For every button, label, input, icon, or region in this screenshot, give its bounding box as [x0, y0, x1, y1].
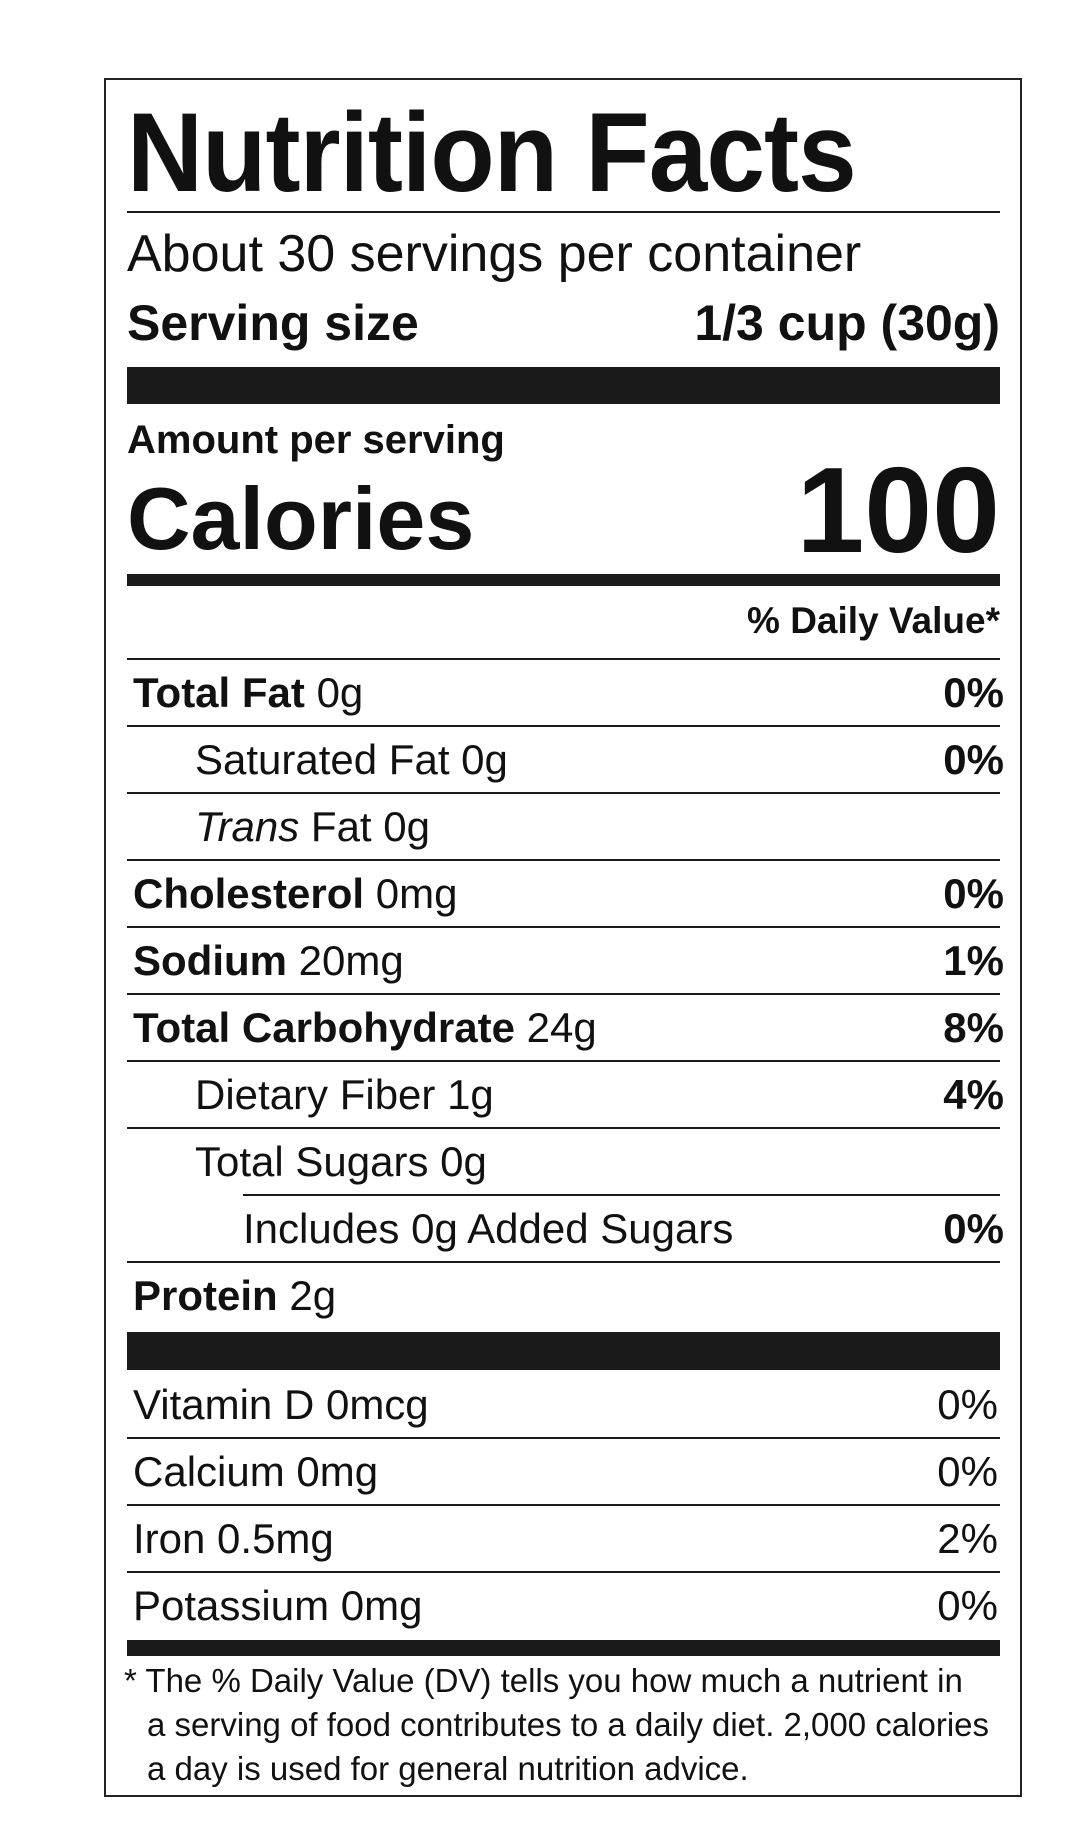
serving-size-value: 1/3 cup (30g)	[694, 295, 1000, 351]
nutrient-row: Protein 2g	[0, 1263, 1084, 1329]
nutrient-label: Cholesterol	[133, 870, 365, 917]
row-divider	[127, 658, 1000, 660]
medium-divider	[127, 574, 1000, 586]
nutrient-row: Sodium 20mg 1%	[0, 928, 1084, 994]
nutrient-label: Sodium	[133, 937, 287, 984]
nutrient-row: Includes 0g Added Sugars 0%	[0, 1196, 1084, 1262]
nutrient-amount: 20mg	[298, 937, 404, 984]
nutrient-amount: 0g	[316, 669, 364, 716]
serving-size-label: Serving size	[127, 295, 419, 351]
calories-value: 100	[796, 442, 1000, 578]
vitamin-row: Calcium 0mg 0%	[0, 1439, 1084, 1505]
nutrient-amount: 0g	[440, 1138, 487, 1185]
nutrient-daily-value: 0%	[943, 736, 1004, 783]
vitamin-row: Potassium 0mg 0%	[0, 1573, 1084, 1639]
nutrient-label: Total Fat	[133, 669, 305, 716]
label-title: Nutrition Facts	[127, 90, 857, 215]
vitamin-daily-value: 0%	[937, 1448, 998, 1495]
nutrient-row: Total Sugars 0g	[0, 1129, 1084, 1195]
vitamin-row: Iron 0.5mg 2%	[0, 1506, 1084, 1572]
vitamin-name: Potassium 0mg	[133, 1582, 423, 1629]
nutrient-row: Trans Fat 0g	[0, 794, 1084, 860]
footnote-line-1: * The % Daily Value (DV) tells you how m…	[124, 1662, 963, 1699]
nutrient-daily-value: 0%	[943, 870, 1004, 917]
row-divider	[127, 1127, 1000, 1129]
nutrient-daily-value: 0%	[943, 669, 1004, 716]
nutrient-label: Includes 0g Added Sugars	[243, 1205, 734, 1252]
row-divider	[243, 1194, 1000, 1196]
row-divider	[127, 926, 1000, 928]
nutrient-label: Dietary Fiber	[195, 1071, 436, 1118]
nutrient-label: Total Sugars	[195, 1138, 429, 1185]
nutrient-label: Fat	[310, 803, 372, 850]
nutrient-row: Total Carbohydrate 24g 8%	[0, 995, 1084, 1061]
row-divider	[127, 993, 1000, 995]
nutrient-row: Total Fat 0g 0%	[0, 660, 1084, 726]
divider	[127, 211, 1000, 213]
row-divider	[127, 859, 1000, 861]
nutrient-label: Saturated Fat	[195, 736, 450, 783]
nutrient-amount: 24g	[526, 1004, 597, 1051]
nutrient-name: Total Sugars 0g	[195, 1138, 487, 1186]
row-divider	[127, 1571, 1000, 1573]
servings-per-container: About 30 servings per container	[127, 225, 862, 283]
nutrient-amount: 2g	[289, 1272, 337, 1319]
thick-divider	[127, 1332, 1000, 1370]
nutrient-amount: 0g	[383, 803, 430, 850]
row-divider	[127, 792, 1000, 794]
row-divider	[127, 1504, 1000, 1506]
nutrient-amount: 0g	[461, 736, 508, 783]
vitamin-row: Vitamin D 0mcg 0%	[0, 1372, 1084, 1438]
vitamin-daily-value: 0%	[937, 1582, 998, 1629]
daily-value-header: % Daily Value*	[747, 600, 1000, 641]
nutrient-amount: 1g	[447, 1071, 494, 1118]
nutrient-name: Cholesterol 0mg	[133, 870, 457, 918]
nutrient-row: Cholesterol 0mg 0%	[0, 861, 1084, 927]
row-divider	[127, 1437, 1000, 1439]
vitamin-name: Iron 0.5mg	[133, 1515, 334, 1562]
nutrient-label: Protein	[133, 1272, 278, 1319]
nutrition-label-border	[104, 78, 1022, 1797]
nutrient-name: Sodium 20mg	[133, 937, 404, 985]
footnote-line-3: a day is used for general nutrition advi…	[147, 1750, 749, 1787]
nutrient-name: Includes 0g Added Sugars	[243, 1205, 733, 1253]
nutrient-daily-value: 1%	[943, 937, 1004, 984]
vitamin-name: Vitamin D 0mcg	[133, 1381, 429, 1428]
nutrient-name: Saturated Fat 0g	[195, 736, 508, 784]
nutrient-name: Protein 2g	[133, 1272, 336, 1320]
row-divider	[127, 725, 1000, 727]
nutrient-label: Total Carbohydrate	[133, 1004, 515, 1051]
vitamin-daily-value: 2%	[937, 1515, 998, 1562]
calories-label: Calories	[127, 469, 475, 568]
thick-divider	[127, 367, 1000, 404]
nutrient-name: Total Fat 0g	[133, 669, 363, 717]
row-divider	[127, 1060, 1000, 1062]
nutrient-daily-value: 8%	[943, 1004, 1004, 1051]
vitamin-name: Calcium 0mg	[133, 1448, 379, 1495]
nutrient-name: Trans Fat 0g	[195, 803, 430, 851]
nutrient-row: Saturated Fat 0g 0%	[0, 727, 1084, 793]
nutrient-name: Dietary Fiber 1g	[195, 1071, 494, 1119]
nutrient-name: Total Carbohydrate 24g	[133, 1004, 597, 1052]
medium-divider	[127, 1640, 1000, 1656]
nutrient-amount: 0mg	[375, 870, 458, 917]
row-divider	[127, 1261, 1000, 1263]
nutrient-row: Dietary Fiber 1g 4%	[0, 1062, 1084, 1128]
nutrient-daily-value: 4%	[943, 1071, 1004, 1118]
vitamin-daily-value: 0%	[937, 1381, 998, 1428]
nutrient-name-italic: Trans	[195, 803, 300, 850]
footnote-line-2: a serving of food contributes to a daily…	[147, 1706, 989, 1743]
nutrient-daily-value: 0%	[943, 1205, 1004, 1252]
amount-per-serving: Amount per serving	[127, 418, 505, 462]
